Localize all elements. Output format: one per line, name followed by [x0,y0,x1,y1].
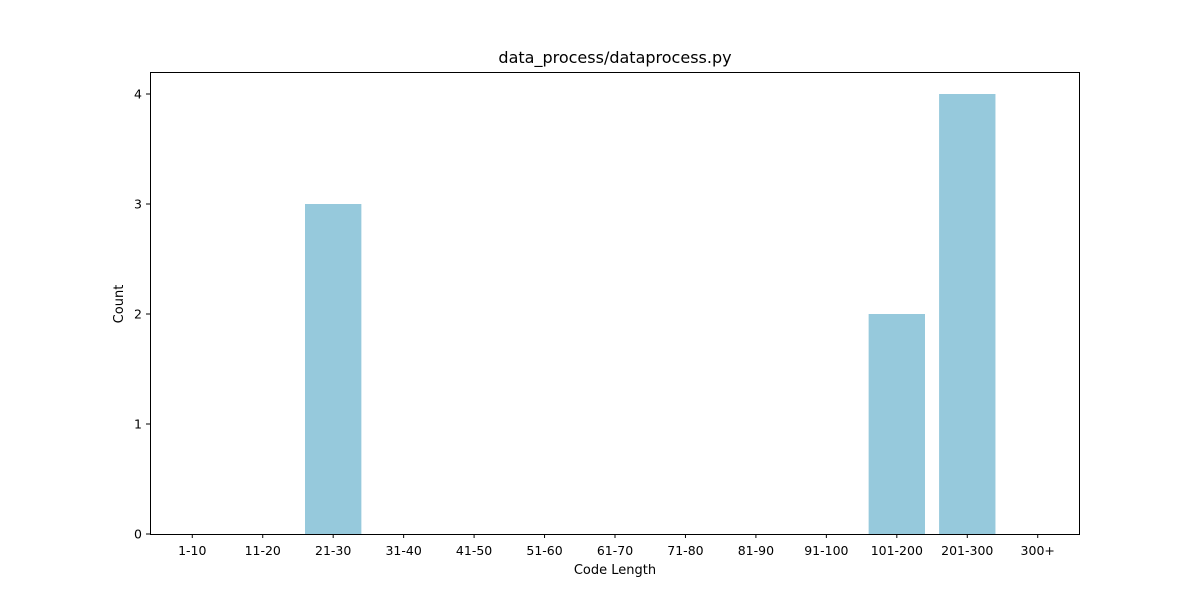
y-tick-label: 3 [134,197,142,212]
x-axis-ticks: 1-10 11-20 21-30 31-40 41-50 51-60 61-70 71-80 8… [178,534,1055,558]
y-tick-label: 4 [134,87,142,102]
x-tick-label: 61-70 [597,543,633,558]
y-tick-label: 0 [134,527,142,542]
x-tick-label: 201-300 [941,543,993,558]
chart-title: data_process/dataprocess.py [498,48,731,68]
x-tick-label: 101-200 [871,543,923,558]
x-tick-label: 300+ [1021,543,1055,558]
x-tick-label: 21-30 [315,543,351,558]
x-axis-label: Code Length [574,563,656,578]
x-tick-label: 31-40 [385,543,421,558]
x-tick-label: 71-80 [667,543,703,558]
plot-frame [150,72,1080,535]
y-axis-label: Count [112,285,127,324]
x-tick-label: 81-90 [738,543,774,558]
bar-201-300 [939,94,996,534]
bar-101-200 [868,314,925,534]
x-tick-label: 1-10 [178,543,206,558]
x-tick-label: 91-100 [804,543,848,558]
y-axis-ticks: 0 1 2 3 4 [134,87,150,542]
bar-21-30 [305,204,362,534]
bars-group [305,94,996,534]
x-tick-label: 51-60 [526,543,562,558]
x-tick-label: 11-20 [245,543,281,558]
y-tick-label: 2 [134,307,142,322]
x-tick-label: 41-50 [456,543,492,558]
y-tick-label: 1 [134,417,142,432]
